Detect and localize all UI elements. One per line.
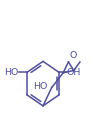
Text: HO: HO xyxy=(4,68,18,77)
Text: O: O xyxy=(69,51,77,60)
Text: HO: HO xyxy=(33,82,48,91)
Text: OH: OH xyxy=(67,68,81,77)
